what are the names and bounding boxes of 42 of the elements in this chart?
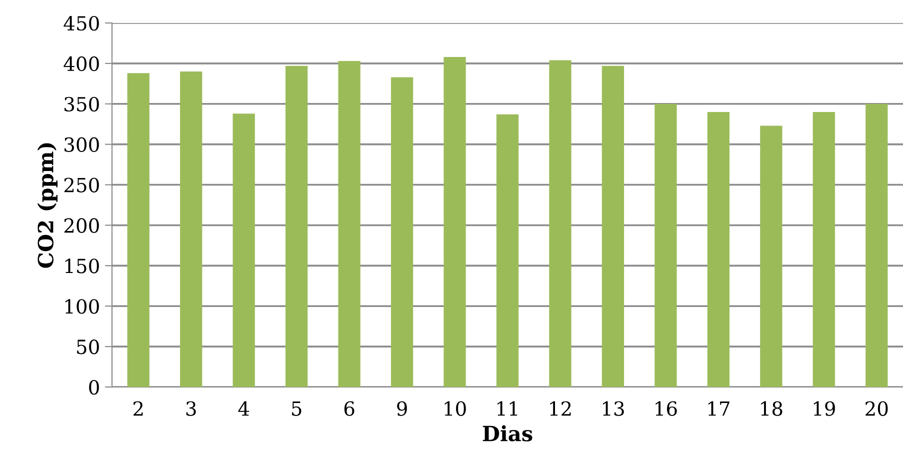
x-tick-label: 17	[708, 401, 730, 416]
y-axis-title: CO2 (ppm)	[37, 143, 58, 268]
bar	[602, 66, 624, 387]
x-tick-label: 5	[292, 401, 302, 416]
y-tick-label: 450	[64, 16, 99, 31]
bar	[812, 112, 835, 387]
y-tick-label: 0	[89, 380, 99, 395]
bar	[127, 73, 150, 387]
x-tick-label: 4	[238, 401, 250, 416]
y-tick-label: 200	[64, 218, 99, 233]
x-tick-label: 16	[656, 401, 677, 416]
x-tick-label: 19	[814, 401, 835, 416]
x-tick-label: 6	[344, 401, 354, 416]
bar	[285, 66, 308, 387]
x-axis-title: Dias	[482, 425, 532, 442]
y-tick-label: 100	[65, 299, 99, 314]
bar	[866, 104, 888, 387]
bar	[549, 60, 572, 387]
y-tick-label: 50	[77, 340, 99, 354]
bar	[496, 114, 519, 387]
y-tick-label: 300	[64, 137, 99, 152]
bar	[654, 104, 677, 387]
bar	[390, 77, 414, 387]
bar	[338, 61, 360, 387]
bar	[180, 72, 202, 387]
x-tick-label: 10	[444, 401, 466, 416]
x-tick-label: 12	[550, 401, 571, 416]
x-tick-label: 13	[602, 401, 624, 416]
x-tick-label: 11	[498, 401, 518, 416]
bar	[707, 112, 730, 387]
x-tick-label: 18	[761, 401, 782, 416]
y-tick-label: 250	[64, 178, 99, 192]
y-tick-label: 350	[64, 96, 99, 112]
x-tick-label: 2	[134, 401, 143, 416]
y-tick-label: 150	[65, 258, 99, 274]
x-tick-label: 20	[866, 401, 888, 416]
bar	[444, 56, 466, 387]
y-tick-label: 400	[64, 56, 99, 72]
x-tick-label: 9	[397, 401, 407, 416]
bar	[760, 126, 782, 387]
x-tick-label: 3	[186, 401, 196, 416]
bar	[232, 114, 255, 387]
